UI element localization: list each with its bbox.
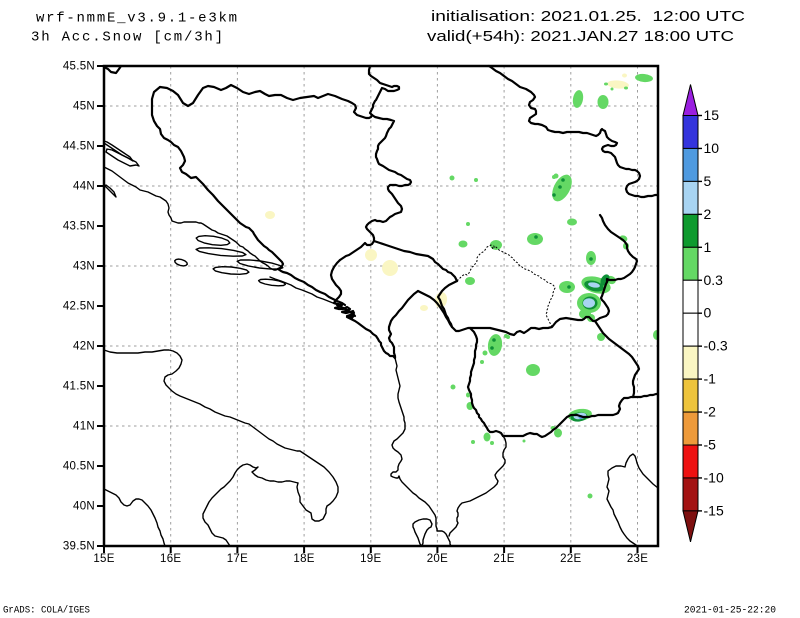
- svg-text:-10: -10: [704, 469, 724, 485]
- svg-text:41N: 41N: [73, 421, 95, 433]
- svg-text:44.5N: 44.5N: [63, 141, 95, 153]
- svg-text:20E: 20E: [427, 553, 448, 565]
- svg-text:5: 5: [704, 173, 712, 189]
- svg-text:15E: 15E: [93, 553, 114, 565]
- svg-text:GrADS: COLA/IGES: GrADS: COLA/IGES: [3, 605, 90, 617]
- svg-text:0: 0: [704, 305, 712, 321]
- svg-text:initialisation: 2021.01.25. 1: initialisation: 2021.01.25. 12:00 UTC: [431, 9, 745, 25]
- svg-text:15: 15: [704, 107, 720, 123]
- svg-text:-15: -15: [704, 502, 724, 518]
- svg-text:10: 10: [704, 140, 720, 156]
- svg-text:1: 1: [704, 239, 712, 255]
- svg-text:43N: 43N: [73, 261, 95, 273]
- svg-text:18E: 18E: [293, 553, 314, 565]
- svg-text:43.5N: 43.5N: [63, 221, 95, 233]
- svg-text:valid(+54h): 2021.JAN.27 18:00: valid(+54h): 2021.JAN.27 18:00 UTC: [427, 29, 734, 45]
- svg-text:40.5N: 40.5N: [63, 461, 95, 473]
- svg-text:-5: -5: [704, 437, 717, 453]
- svg-text:-1: -1: [704, 371, 717, 387]
- svg-text:45N: 45N: [73, 101, 95, 113]
- svg-text:2021-01-25-22:20: 2021-01-25-22:20: [684, 605, 776, 617]
- svg-text:21E: 21E: [493, 553, 514, 565]
- svg-text:22E: 22E: [560, 553, 581, 565]
- svg-text:23E: 23E: [627, 553, 648, 565]
- svg-text:40N: 40N: [73, 501, 95, 513]
- svg-text:42.5N: 42.5N: [63, 301, 95, 313]
- svg-text:42N: 42N: [73, 341, 95, 353]
- svg-text:39.5N: 39.5N: [63, 541, 95, 553]
- svg-text:45.5N: 45.5N: [63, 61, 95, 73]
- svg-text:19E: 19E: [360, 553, 381, 565]
- svg-text:3h Acc.Snow [cm/3h]: 3h Acc.Snow [cm/3h]: [31, 30, 223, 46]
- svg-text:16E: 16E: [160, 553, 181, 565]
- svg-text:-0.3: -0.3: [704, 338, 728, 354]
- svg-text:-2: -2: [704, 404, 717, 420]
- svg-text:0.3: 0.3: [704, 272, 724, 288]
- svg-text:44N: 44N: [73, 181, 95, 193]
- svg-text:2: 2: [704, 206, 712, 222]
- svg-text:41.5N: 41.5N: [63, 381, 95, 393]
- svg-text:17E: 17E: [227, 553, 248, 565]
